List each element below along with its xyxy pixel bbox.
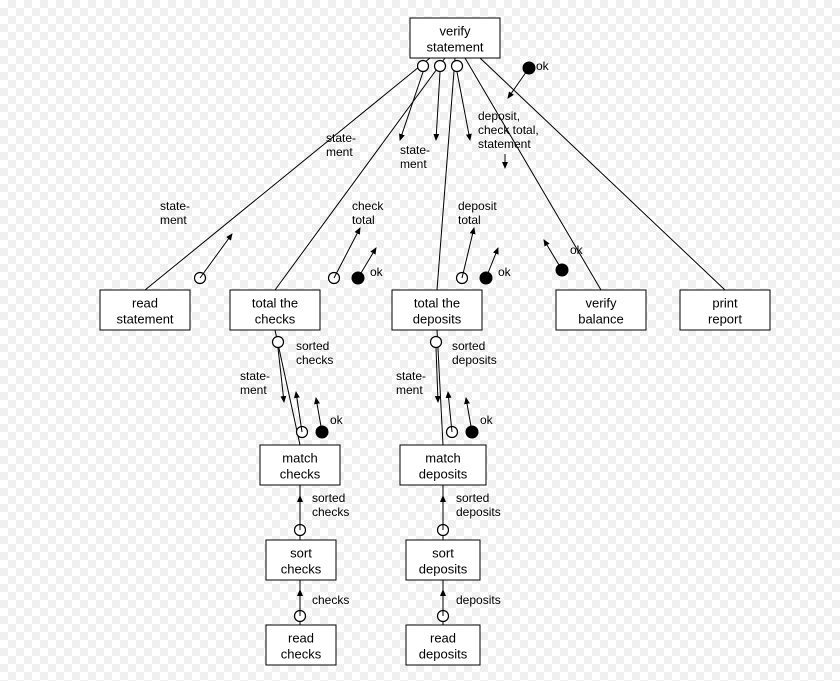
label: state- (396, 369, 426, 383)
label: ok (498, 265, 512, 279)
label: total (352, 213, 375, 227)
label: statement (478, 137, 531, 151)
svg-text:read: read (288, 630, 314, 645)
label: ok (536, 59, 550, 73)
svg-text:match: match (425, 450, 460, 465)
label: state- (400, 143, 430, 157)
label: check total, (478, 123, 539, 137)
svg-text:deposits: deposits (419, 466, 468, 481)
label: checks (312, 505, 349, 519)
node-sort-checks: sort checks (266, 540, 336, 580)
label: ment (400, 157, 427, 171)
node-sort-deposits: sort deposits (406, 540, 480, 580)
node-total-deposits: total the deposits (392, 290, 482, 330)
svg-text:sort: sort (290, 545, 312, 560)
label: ment (160, 213, 187, 227)
svg-text:total the: total the (252, 295, 298, 310)
label: ok (480, 413, 494, 427)
node-read-checks: read checks (266, 625, 336, 665)
svg-text:deposits: deposits (413, 311, 462, 326)
label: check (352, 199, 384, 213)
label: state- (160, 199, 190, 213)
label: sorted (452, 339, 485, 353)
svg-text:report: report (708, 311, 742, 326)
node-total-checks: total the checks (230, 290, 320, 330)
svg-text:read: read (132, 295, 158, 310)
svg-text:verify: verify (585, 295, 617, 310)
port-open-icon (418, 61, 429, 72)
label: sorted (312, 491, 345, 505)
node-verify-balance: verify balance (556, 290, 646, 330)
port-open-icon (431, 337, 442, 348)
label: deposits (452, 353, 497, 367)
structure-chart: ok state- ment state- ment state- ment d… (0, 0, 840, 681)
label: checks (312, 593, 349, 607)
label: ment (240, 383, 267, 397)
port-open-icon (452, 61, 463, 72)
svg-text:read: read (430, 630, 456, 645)
port-open-icon (435, 61, 446, 72)
svg-text:total the: total the (414, 295, 460, 310)
label: deposits (456, 593, 501, 607)
label: deposits (456, 505, 501, 519)
svg-text:statement: statement (116, 311, 173, 326)
label: deposit, (478, 109, 520, 123)
node-read-statement: read statement (100, 290, 190, 330)
label: checks (296, 353, 333, 367)
node-match-checks: match checks (260, 445, 340, 485)
port-open-icon (273, 337, 284, 348)
svg-text:print: print (712, 295, 738, 310)
label: total (458, 213, 481, 227)
label: state- (326, 131, 356, 145)
svg-text:deposits: deposits (419, 561, 468, 576)
node-read-deposits: read deposits (406, 625, 480, 665)
svg-text:deposits: deposits (419, 646, 468, 661)
node-verify-statement: verify statement (410, 18, 500, 58)
node-print-report: print report (680, 290, 770, 330)
svg-text:statement: statement (426, 39, 483, 54)
label: ok (330, 413, 344, 427)
svg-text:verify: verify (439, 23, 471, 38)
svg-text:sort: sort (432, 545, 454, 560)
svg-text:checks: checks (281, 561, 322, 576)
svg-text:checks: checks (255, 311, 296, 326)
label: deposit (458, 199, 497, 213)
node-match-deposits: match deposits (400, 445, 486, 485)
label: sorted (456, 491, 489, 505)
svg-text:balance: balance (578, 311, 624, 326)
svg-text:match: match (282, 450, 317, 465)
label: ment (396, 383, 423, 397)
label: ment (326, 145, 353, 159)
label: ok (370, 265, 384, 279)
svg-text:checks: checks (281, 646, 322, 661)
svg-text:checks: checks (280, 466, 321, 481)
label: sorted (296, 339, 329, 353)
label: state- (240, 369, 270, 383)
label: ok (570, 243, 584, 257)
